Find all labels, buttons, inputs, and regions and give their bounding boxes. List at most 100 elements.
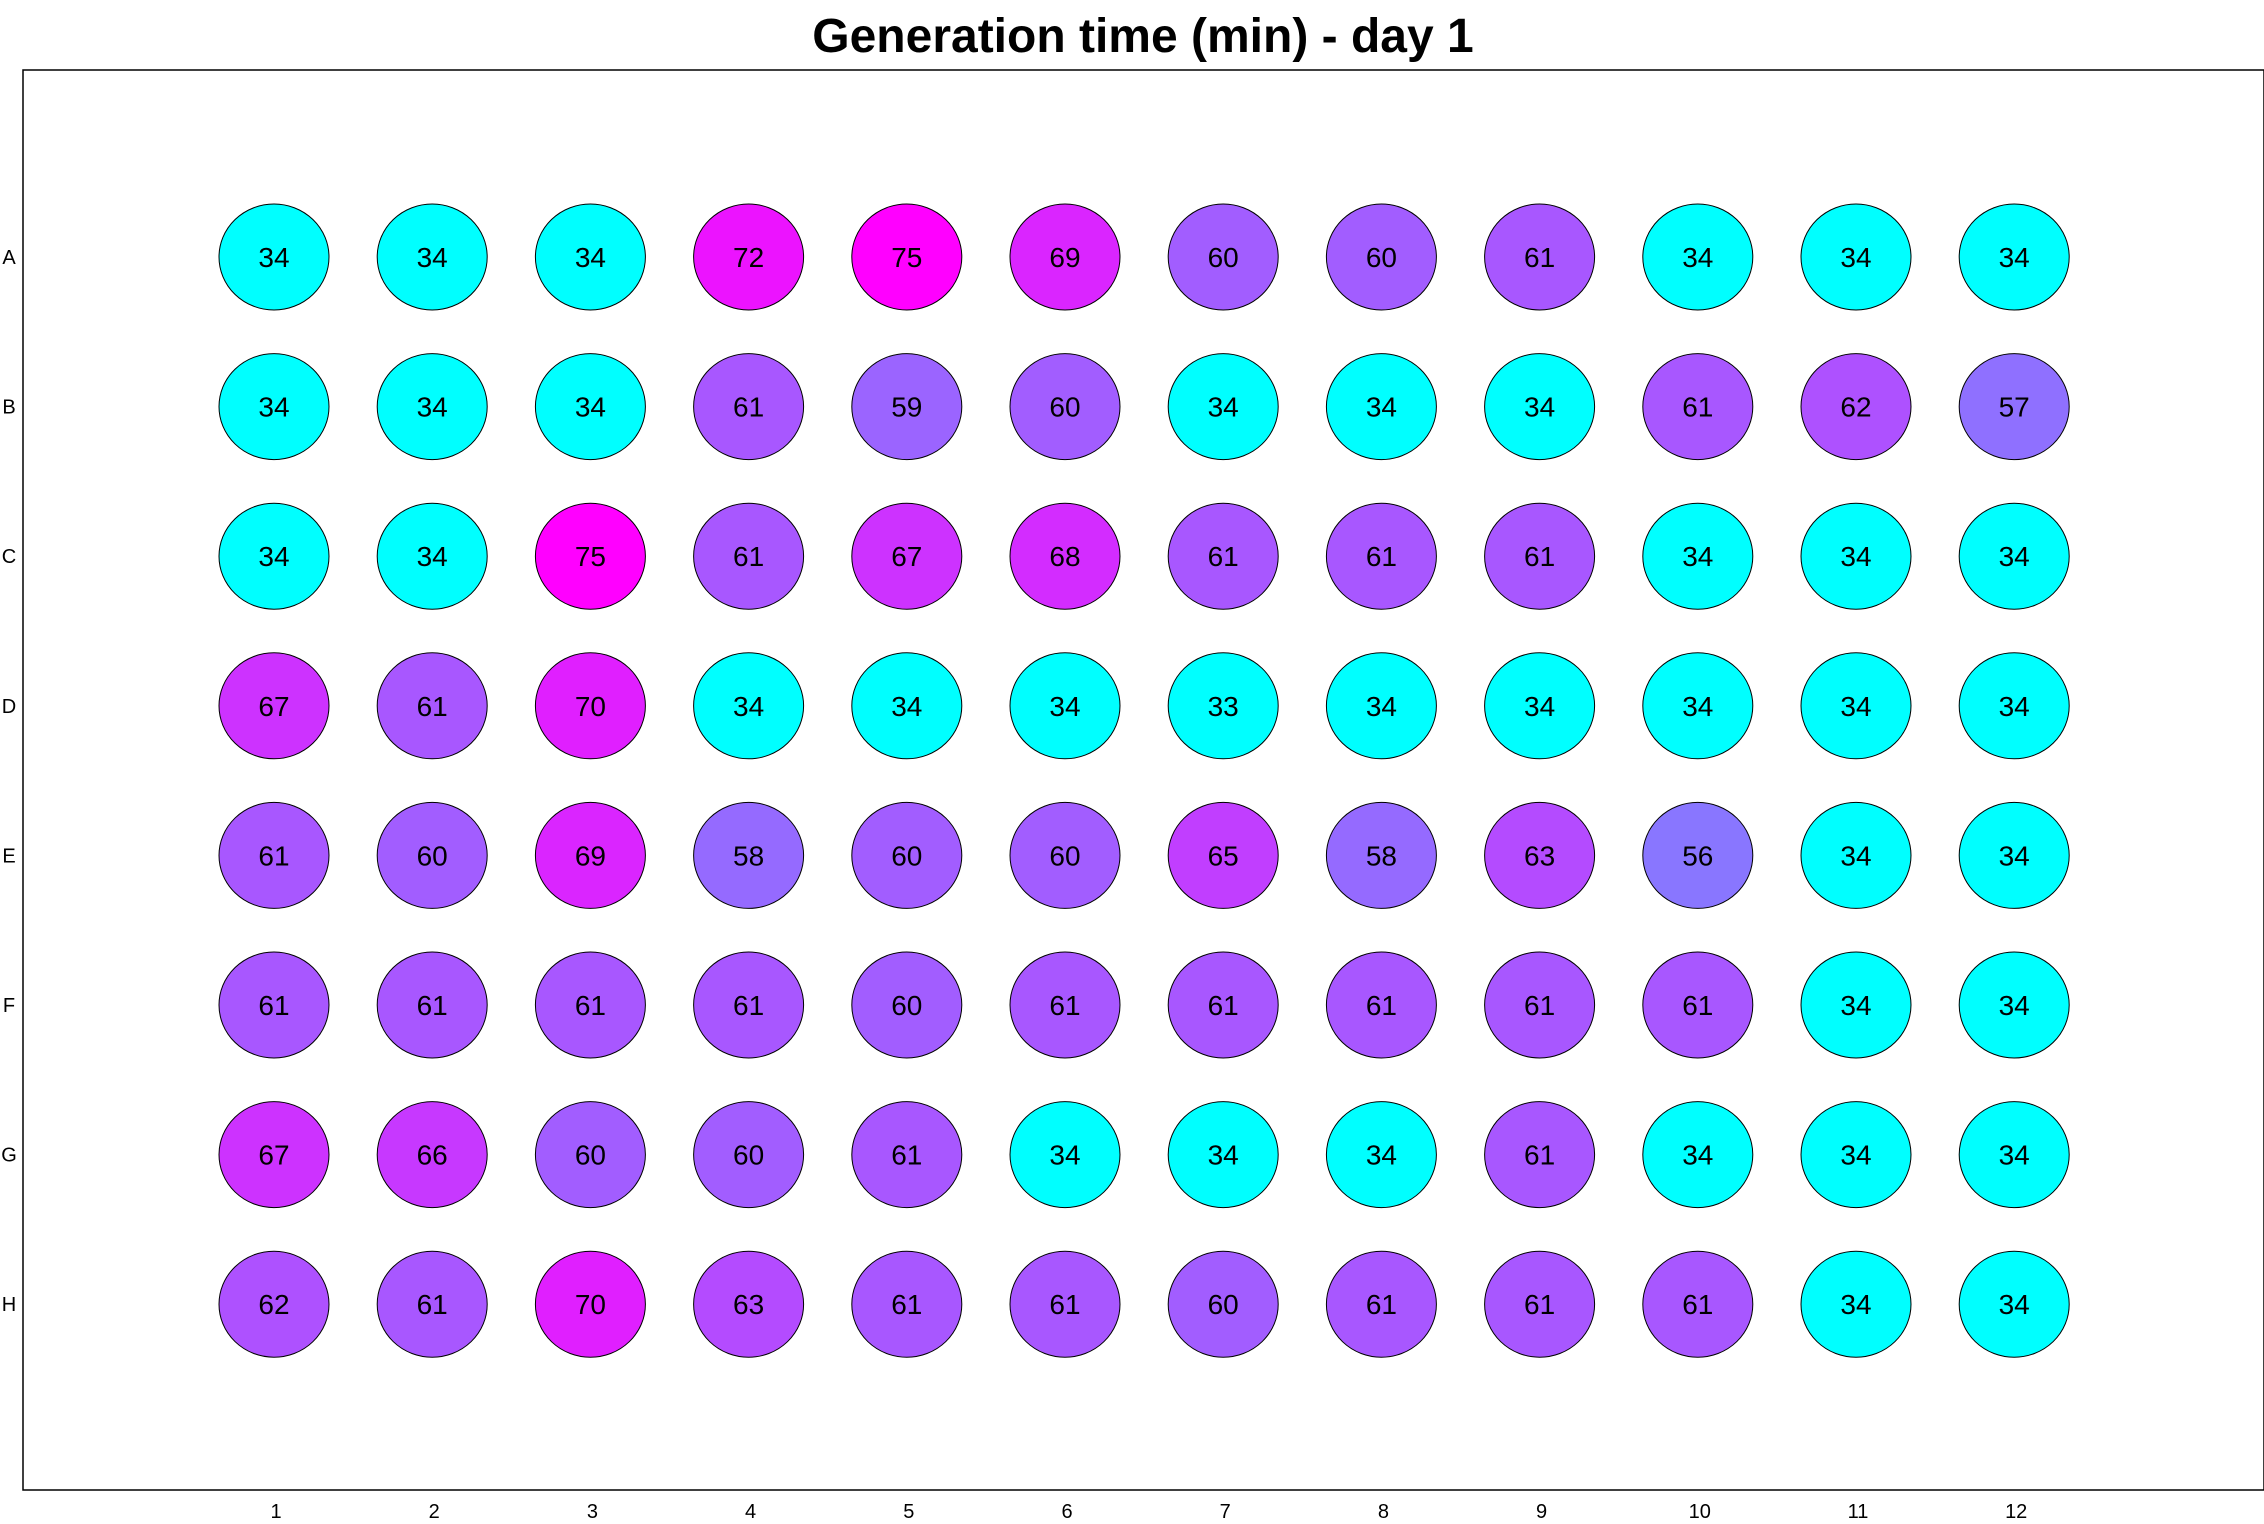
well-b3 (534, 353, 646, 461)
well-label-c12: 34 (1999, 541, 2030, 572)
well-e1 (218, 801, 330, 909)
well-label-a4: 72 (733, 242, 764, 273)
well-e12 (1958, 801, 2070, 909)
well-a7 (1167, 203, 1279, 311)
well-label-b5: 59 (891, 392, 922, 423)
well-a2 (376, 203, 488, 311)
well-label-a10: 34 (1682, 242, 1713, 273)
well-h8 (1325, 1250, 1437, 1358)
well-label-b7: 34 (1208, 392, 1239, 423)
well-h5 (851, 1250, 963, 1358)
well-e4 (693, 801, 805, 909)
well-label-g9: 61 (1524, 1140, 1555, 1171)
well-f1 (218, 951, 330, 1059)
well-b4 (693, 353, 805, 461)
well-h6 (1009, 1250, 1121, 1358)
well-e6 (1009, 801, 1121, 909)
well-b10 (1642, 353, 1754, 461)
well-label-a3: 34 (575, 242, 606, 273)
column-labels: 1 2 3 4 5 6 7 8 9 10 11 12 (270, 1501, 2027, 1523)
well-label-f2: 61 (417, 990, 448, 1021)
well-f7 (1167, 951, 1279, 1059)
well-label-b10: 61 (1682, 392, 1713, 423)
well-f10 (1642, 951, 1754, 1059)
well-label-a2: 34 (417, 242, 448, 273)
well-b8 (1325, 353, 1437, 461)
well-g6 (1009, 1101, 1121, 1209)
well-label-a6: 69 (1049, 242, 1080, 273)
well-label-f8: 61 (1366, 990, 1397, 1021)
well-a11 (1800, 203, 1912, 311)
well-label-d10: 34 (1682, 691, 1713, 722)
well-label-g5: 61 (891, 1140, 922, 1171)
well-label-f12: 34 (1999, 990, 2030, 1021)
well-label-e11: 34 (1840, 840, 1871, 871)
well-label-g10: 34 (1682, 1140, 1713, 1171)
well-d7 (1167, 652, 1279, 760)
column-label-7: 7 (1220, 1501, 1231, 1523)
well-f4 (693, 951, 805, 1059)
well-d12 (1958, 652, 2070, 760)
well-label-c4: 61 (733, 541, 764, 572)
column-label-2: 2 (429, 1501, 440, 1523)
well-label-g3: 60 (575, 1140, 606, 1171)
well-d3 (534, 652, 646, 760)
well-label-d7: 33 (1208, 691, 1239, 722)
well-c9 (1484, 502, 1596, 610)
well-f12 (1958, 951, 2070, 1059)
well-g12 (1958, 1101, 2070, 1209)
well-c6 (1009, 502, 1121, 610)
well-label-d12: 34 (1999, 691, 2030, 722)
well-label-b2: 34 (417, 392, 448, 423)
well-label-e10: 56 (1682, 840, 1713, 871)
well-g7 (1167, 1101, 1279, 1209)
well-f6 (1009, 951, 1121, 1059)
well-b11 (1800, 353, 1912, 461)
well-label-b3: 34 (575, 392, 606, 423)
well-label-c10: 34 (1682, 541, 1713, 572)
well-label-b11: 62 (1840, 392, 1871, 423)
well-c10 (1642, 502, 1754, 610)
well-e10 (1642, 801, 1754, 909)
well-e2 (376, 801, 488, 909)
well-a1 (218, 203, 330, 311)
well-b12 (1958, 353, 2070, 461)
column-label-11: 11 (1848, 1501, 1869, 1523)
well-label-d1: 67 (258, 691, 289, 722)
well-label-c5: 67 (891, 541, 922, 572)
well-e7 (1167, 801, 1279, 909)
well-label-c2: 34 (417, 541, 448, 572)
well-label-h4: 63 (733, 1289, 764, 1320)
well-a4 (693, 203, 805, 311)
well-c1 (218, 502, 330, 610)
well-label-d2: 61 (417, 691, 448, 722)
well-label-g7: 34 (1208, 1140, 1239, 1171)
well-label-f9: 61 (1524, 990, 1555, 1021)
well-label-b8: 34 (1366, 392, 1397, 423)
well-a6 (1009, 203, 1121, 311)
well-b7 (1167, 353, 1279, 461)
column-label-12: 12 (2005, 1501, 2027, 1523)
well-label-h9: 61 (1524, 1289, 1555, 1320)
well-h11 (1800, 1250, 1912, 1358)
well-c12 (1958, 502, 2070, 610)
well-h7 (1167, 1250, 1279, 1358)
well-label-a11: 34 (1840, 242, 1871, 273)
well-label-g1: 67 (258, 1140, 289, 1171)
column-label-6: 6 (1061, 1501, 1072, 1523)
well-label-e2: 60 (417, 840, 448, 871)
well-label-e7: 65 (1208, 840, 1239, 871)
well-f3 (534, 951, 646, 1059)
well-label-f3: 61 (575, 990, 606, 1021)
well-a12 (1958, 203, 2070, 311)
well-label-c3: 75 (575, 541, 606, 572)
row-label-g: G (1, 1145, 17, 1167)
well-label-h2: 61 (417, 1289, 448, 1320)
well-label-g4: 60 (733, 1140, 764, 1171)
well-label-d5: 34 (891, 691, 922, 722)
well-label-e6: 60 (1049, 840, 1080, 871)
well-label-h10: 61 (1682, 1289, 1713, 1320)
well-h2 (376, 1250, 488, 1358)
well-d1 (218, 652, 330, 760)
well-a10 (1642, 203, 1754, 311)
